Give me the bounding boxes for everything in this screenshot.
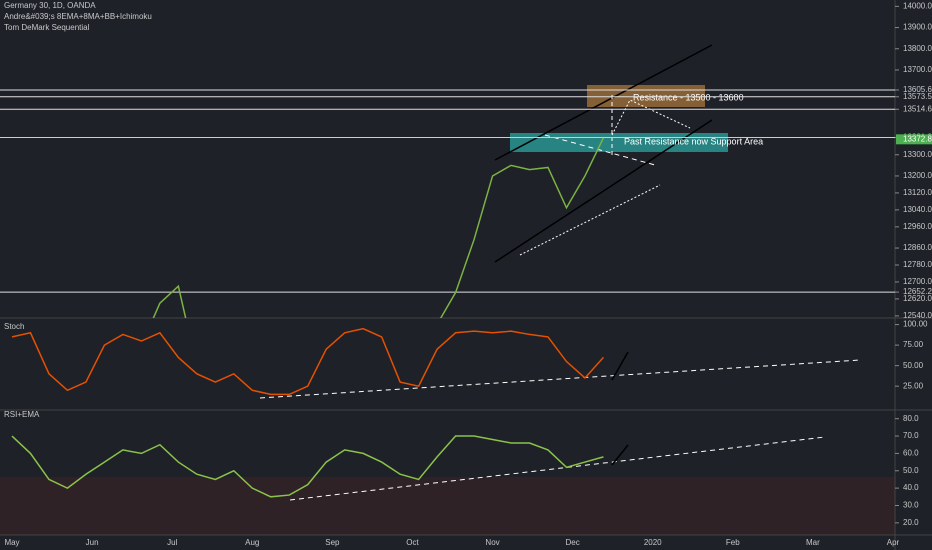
y-tick-label: 13120.0	[903, 188, 932, 197]
y-tick-label: 20.0	[903, 518, 919, 527]
annotation: Past Resistance now Support Area	[624, 136, 763, 146]
x-tick-label: Dec	[566, 538, 580, 547]
resistance-zone	[587, 85, 705, 107]
annotation: Resistance - 13500 - 13600	[633, 92, 744, 102]
y-tick-label: 12960.0	[903, 222, 932, 231]
series-line	[152, 137, 605, 318]
series-group	[11, 435, 604, 498]
x-tick-label: Nov	[485, 538, 499, 547]
x-tick-label: Jun	[86, 538, 99, 547]
series-group	[152, 137, 605, 318]
arrow	[611, 351, 629, 381]
x-tick-label: Jul	[167, 538, 177, 547]
x-tick-label: Mar	[806, 538, 820, 547]
y-tick-label: 75.00	[903, 340, 924, 349]
series-group	[11, 327, 604, 396]
rsi-oversold-zone	[0, 477, 895, 535]
arrow	[611, 444, 629, 466]
x-tick-label: Aug	[245, 538, 259, 547]
trend-line	[544, 134, 656, 166]
stoch-trend-line	[259, 359, 861, 399]
x-tick-label: Apr	[887, 538, 900, 547]
series-line	[11, 435, 604, 498]
y-tick-label: 13900.0	[903, 23, 932, 32]
y-tick-label: 13800.0	[903, 44, 932, 53]
y-tick-label: 50.0	[903, 466, 919, 475]
last-price-box	[896, 134, 932, 145]
y-tick-label: 60.0	[903, 449, 919, 458]
y-tick-label: 50.00	[903, 361, 924, 370]
pane-title: Stoch	[4, 322, 24, 331]
y-tick-label: 13200.0	[903, 171, 932, 180]
y-tick-label: 25.00	[903, 381, 924, 390]
y-tick-label: 13040.0	[903, 205, 932, 214]
x-tick-label: 2020	[644, 538, 662, 547]
y-tick-label: 14000.0	[903, 1, 932, 10]
projection	[611, 99, 691, 136]
y-tick-label: 12860.0	[903, 243, 932, 252]
y-tick-label: 12620.0	[903, 294, 932, 303]
channel-line	[494, 119, 713, 263]
pane-title: RSI+EMA	[4, 410, 40, 419]
y-tick-label: 13514.6	[903, 104, 932, 113]
last-price-label: 13372.8	[903, 134, 932, 143]
y-tick-label: 12700.0	[903, 277, 932, 286]
y-tick-label: 70.0	[903, 431, 919, 440]
y-tick-label: 12652.2	[903, 287, 932, 296]
y-tick-label: 100.00	[903, 320, 928, 329]
symbol: Germany 30, 1D, OANDA	[4, 1, 96, 10]
series-line	[11, 327, 604, 396]
y-tick-label: 13573.5	[903, 92, 932, 101]
y-tick-label: 40.0	[903, 483, 919, 492]
indicator: Andre&#039;s 8EMA+8MA+BB+Ichimoku	[4, 12, 152, 21]
y-tick-label: 13700.0	[903, 65, 932, 74]
x-tick-label: Feb	[726, 538, 740, 547]
x-tick-label: Oct	[406, 538, 419, 547]
y-tick-label: 12780.0	[903, 260, 932, 269]
y-tick-label: 13300.0	[903, 150, 932, 159]
y-tick-label: 30.0	[903, 501, 919, 510]
channel-line	[494, 44, 713, 161]
y-tick-label: 12540.0	[903, 311, 932, 320]
y-tick-label: 80.0	[903, 414, 919, 423]
indicator: Tom DeMark Sequential	[4, 23, 90, 32]
x-tick-label: Sep	[325, 538, 340, 547]
x-tick-label: May	[4, 538, 19, 547]
y-tick-label: 13605.6	[903, 85, 932, 94]
